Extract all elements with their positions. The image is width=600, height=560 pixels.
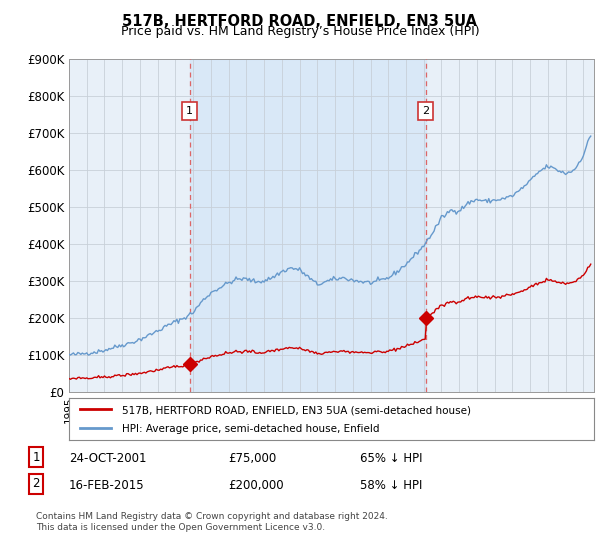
Text: Price paid vs. HM Land Registry’s House Price Index (HPI): Price paid vs. HM Land Registry’s House … bbox=[121, 25, 479, 38]
Text: £75,000: £75,000 bbox=[228, 452, 276, 465]
Text: 2: 2 bbox=[32, 477, 40, 490]
Text: 1: 1 bbox=[186, 106, 193, 115]
Text: 2: 2 bbox=[422, 106, 430, 115]
Text: Contains HM Land Registry data © Crown copyright and database right 2024.
This d: Contains HM Land Registry data © Crown c… bbox=[36, 512, 388, 532]
Text: 517B, HERTFORD ROAD, ENFIELD, EN3 5UA: 517B, HERTFORD ROAD, ENFIELD, EN3 5UA bbox=[122, 14, 478, 29]
Bar bbox=[190, 59, 426, 392]
Text: 16-FEB-2015: 16-FEB-2015 bbox=[69, 479, 145, 492]
Text: 24-OCT-2001: 24-OCT-2001 bbox=[69, 452, 146, 465]
Text: 58% ↓ HPI: 58% ↓ HPI bbox=[360, 479, 422, 492]
Text: HPI: Average price, semi-detached house, Enfield: HPI: Average price, semi-detached house,… bbox=[121, 424, 379, 433]
Text: 65% ↓ HPI: 65% ↓ HPI bbox=[360, 452, 422, 465]
Text: 1: 1 bbox=[32, 451, 40, 464]
Text: £200,000: £200,000 bbox=[228, 479, 284, 492]
Text: 517B, HERTFORD ROAD, ENFIELD, EN3 5UA (semi-detached house): 517B, HERTFORD ROAD, ENFIELD, EN3 5UA (s… bbox=[121, 405, 470, 415]
